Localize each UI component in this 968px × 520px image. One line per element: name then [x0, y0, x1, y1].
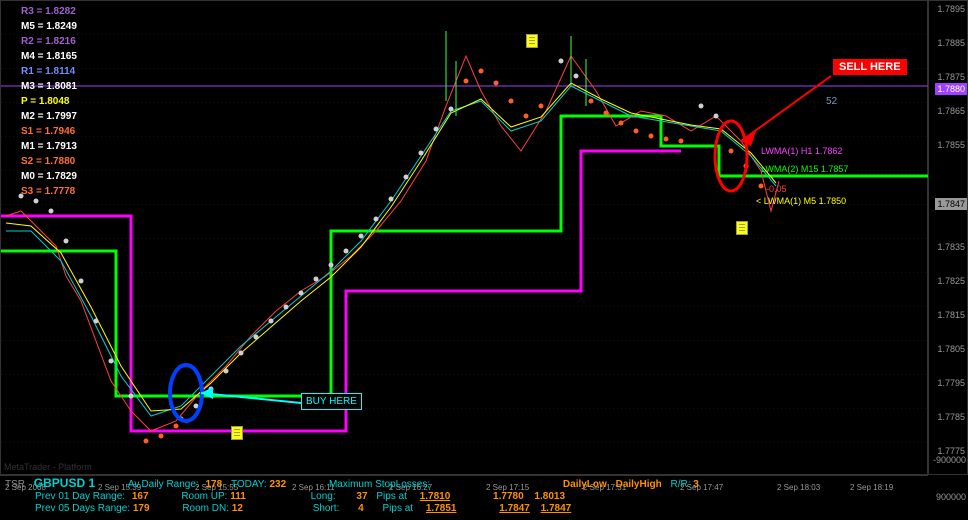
long-pips: 37 [356, 491, 367, 503]
price-tick: 1.7815 [937, 310, 965, 320]
price-axis: 1.7895 1.7885 1.7875 1.7880 1.7865 1.785… [928, 0, 968, 475]
sell-here-label: SELL HERE [833, 59, 907, 75]
lwma-m5: < LWMA(1) M5 1.7850 [756, 196, 846, 206]
price-tick: 1.7805 [937, 344, 965, 354]
pivot-m1: M1 = 1.7913 [21, 139, 77, 154]
symbol-label: GBPUSD 1 [34, 477, 95, 489]
rr-label: R/R: [671, 479, 691, 491]
lwma-diff: -0.05 [766, 184, 787, 194]
number-52: 52 [826, 96, 837, 107]
prev05-label: Prev 05 Days Range: [35, 503, 130, 515]
curlow-val: 1.7847 [499, 503, 530, 515]
pivot-r1: R1 = 1.8114 [21, 64, 77, 79]
maxsl-label: Maximum StopLosses; [329, 479, 430, 491]
price-tick: 1.7865 [937, 106, 965, 116]
price-tick: 1.7875 [937, 72, 965, 82]
prev01-label: Prev 01 Day Range: [35, 491, 125, 503]
short-pips: 4 [358, 503, 364, 515]
rr-val: 3 [693, 479, 699, 491]
buy-here-label: BUY HERE [301, 393, 362, 410]
dlow-label: DailyLow [563, 479, 607, 491]
price-tick: 1.7795 [937, 378, 965, 388]
price-tick: 1.7835 [937, 242, 965, 252]
pips-at-2: Pips at [383, 503, 414, 515]
price-tick: 1.7885 [937, 38, 965, 48]
prev05-val: 179 [133, 503, 150, 515]
pivot-r2: R2 = 1.8216 [21, 34, 77, 49]
price-tick: 1.7855 [937, 140, 965, 150]
roomup-val: 111 [230, 491, 246, 503]
pivot-p: P = 1.8048 [21, 94, 77, 109]
note-icon[interactable] [736, 221, 748, 235]
pivot-m5: M5 = 1.8249 [21, 19, 77, 34]
dhigh-val: 1.8013 [534, 491, 565, 503]
short-price: 1.7851 [426, 503, 457, 515]
roomdn-label: Room DN: [182, 503, 229, 515]
pivot-m4: M4 = 1.8165 [21, 49, 77, 64]
price-tick: 1.7785 [937, 412, 965, 422]
chart-svg [1, 1, 929, 476]
watermark: MetaTrader - Platform [4, 462, 92, 472]
pivot-m0: M0 = 1.7829 [21, 169, 77, 184]
dlow-val: 1.7780 [493, 491, 524, 503]
pivot-levels: R3 = 1.8282 M5 = 1.8249 R2 = 1.8216 M4 =… [21, 4, 77, 199]
tsr-label: TSR [5, 479, 25, 491]
long-label: Long: [311, 491, 336, 503]
pivot-r3: R3 = 1.8282 [21, 4, 77, 19]
pivot-s3: S3 = 1.7778 [21, 184, 77, 199]
long-price: 1.7810 [420, 491, 451, 503]
av-range-label: Av.Daily Range: [128, 479, 199, 491]
roomdn-val: 12 [232, 503, 243, 515]
av-range-val: 178 [205, 479, 222, 491]
dhigh-label: DailyHigh [616, 479, 662, 491]
note-icon[interactable] [526, 34, 538, 48]
pivot-m2: M2 = 1.7997 [21, 109, 77, 124]
note-icon[interactable] [231, 426, 243, 440]
ohlc-a: -900000 [933, 455, 966, 465]
lwma-m15: LWMA(2) M15 1.7857 [761, 164, 848, 174]
today-val: 232 [270, 479, 287, 491]
price-current: 1.7847 [935, 198, 967, 210]
short-label: Short: [313, 503, 340, 515]
price-tick: 1.7825 [937, 276, 965, 286]
roomup-label: Room UP: [181, 491, 227, 503]
prev01-val: 167 [132, 491, 149, 503]
lwma-h1: LWMA(1) H1 1.7862 [761, 146, 842, 156]
curhigh-val: 1.7847 [541, 503, 572, 515]
pivot-s2: S2 = 1.7880 [21, 154, 77, 169]
today-label: TODAY: [231, 479, 267, 491]
pivot-s1: S1 = 1.7946 [21, 124, 77, 139]
pivot-m3: M3 = 1.8081 [21, 79, 77, 94]
chart-area[interactable]: R3 = 1.8282 M5 = 1.8249 R2 = 1.8216 M4 =… [0, 0, 928, 475]
price-tick: 1.7895 [937, 4, 965, 14]
price-highlight-pivot: 1.7880 [935, 83, 967, 95]
pips-at-1: Pips at [376, 491, 407, 503]
status-bar: TSR GBPUSD 1 Av.Daily Range: 178 TODAY: … [0, 475, 968, 520]
